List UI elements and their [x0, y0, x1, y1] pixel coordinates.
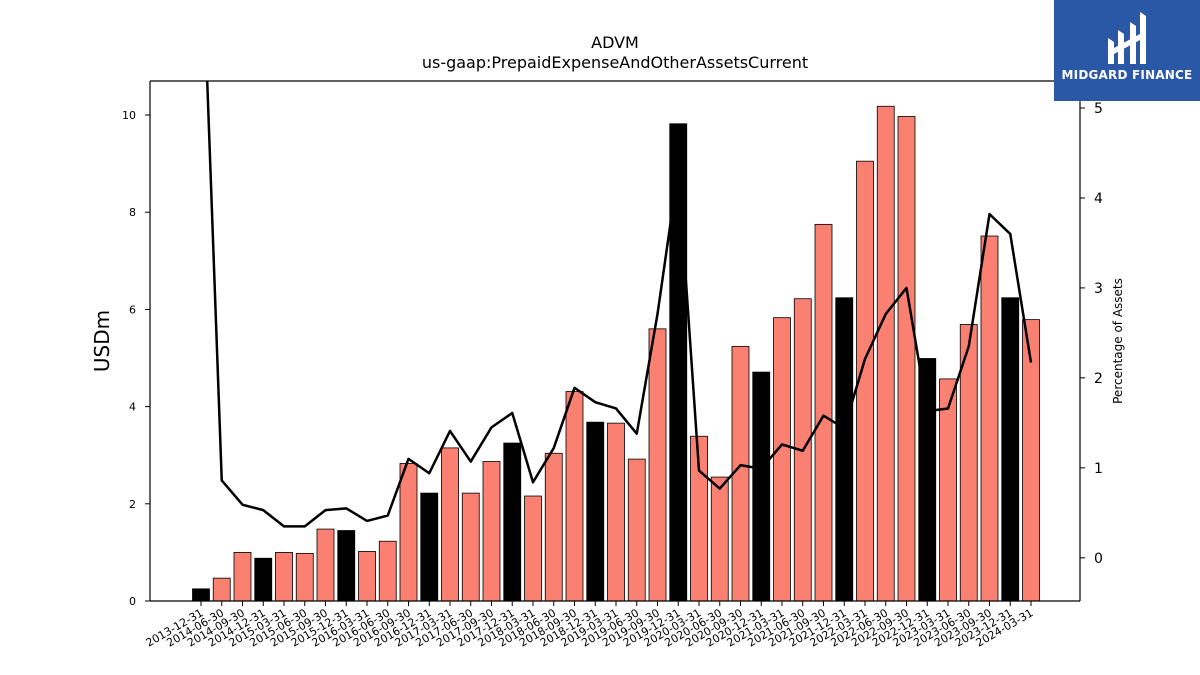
- bar-2015-06-30: [295, 552, 314, 602]
- chart-subtitle: us-gaap:PrepaidExpenseAndOtherAssetsCurr…: [422, 53, 808, 72]
- bar-2016-03-31: [358, 551, 376, 602]
- y-tick-label: 10: [122, 109, 136, 122]
- bar-2016-06-30: [378, 540, 397, 602]
- midgard-logo-icon: [1108, 12, 1146, 64]
- y-tick-label: 6: [129, 303, 136, 316]
- bar-2015-03-31: [275, 552, 293, 602]
- axes-group: 02468100123452013-12-312014-06-302014-09…: [122, 80, 1103, 650]
- bar-2017-03-31: [441, 447, 459, 602]
- bar-2016-09-30: [399, 463, 418, 602]
- bar-2014-09-30: [233, 552, 252, 602]
- bar-2019-09-30: [648, 328, 667, 602]
- y2-tick-label: 2: [1094, 371, 1103, 387]
- bar-2018-12-31: [586, 421, 605, 602]
- y2-tick-label: 0: [1094, 551, 1103, 567]
- y2-tick-label: 5: [1094, 101, 1103, 117]
- bar-2017-12-31: [503, 442, 522, 602]
- bar-2019-12-31: [669, 123, 688, 602]
- y-tick-label: 8: [129, 206, 136, 219]
- bar-2023-09-30: [980, 235, 999, 602]
- bar-2019-06-30: [627, 458, 646, 602]
- y2-tick-label: 4: [1094, 191, 1103, 207]
- bar-2022-12-31: [918, 358, 937, 602]
- bar-2017-09-30: [482, 461, 501, 602]
- y-tick-label: 0: [129, 595, 136, 608]
- bar-2016-12-31: [420, 492, 439, 602]
- bars-group: [192, 105, 1040, 602]
- line-group: [205, 81, 1033, 528]
- bar-2018-06-30: [544, 452, 563, 602]
- bar-2019-03-31: [607, 422, 625, 602]
- bar-2015-09-30: [316, 528, 335, 602]
- y2-axis-label: Percentage of Assets: [1111, 278, 1125, 404]
- bar-2014-12-31: [254, 557, 273, 602]
- bar-2023-12-31: [1001, 297, 1020, 602]
- bar-2023-03-31: [939, 378, 957, 602]
- bar-2020-12-31: [752, 371, 771, 602]
- logo-text: MIDGARD FINANCE: [1061, 68, 1193, 82]
- y-tick-label: 4: [129, 401, 136, 414]
- bar-2013-12-31: [192, 588, 210, 602]
- y-tick-label: 2: [129, 498, 136, 511]
- y2-tick-label: 3: [1094, 281, 1103, 297]
- bar-2021-09-30: [814, 223, 833, 602]
- bar-2022-09-30: [897, 116, 916, 602]
- bar-2018-03-31: [524, 495, 542, 602]
- y-axis-label: USDm: [90, 310, 114, 372]
- percentage-of-assets-line: [205, 81, 1033, 528]
- bar-2015-12-31: [337, 530, 356, 602]
- brand-logo: MIDGARD FINANCE: [1054, 0, 1200, 101]
- y2-tick-label: 1: [1094, 461, 1103, 477]
- bar-2018-09-30: [565, 391, 584, 602]
- bar-2020-06-30: [710, 476, 729, 602]
- bar-2017-06-30: [461, 492, 480, 602]
- bar-2014-06-30: [212, 577, 231, 602]
- bar-2021-03-31: [773, 317, 791, 602]
- bar-2022-06-30: [876, 105, 895, 602]
- bar-2021-12-31: [835, 297, 854, 602]
- chart-title: ADVM: [591, 33, 639, 52]
